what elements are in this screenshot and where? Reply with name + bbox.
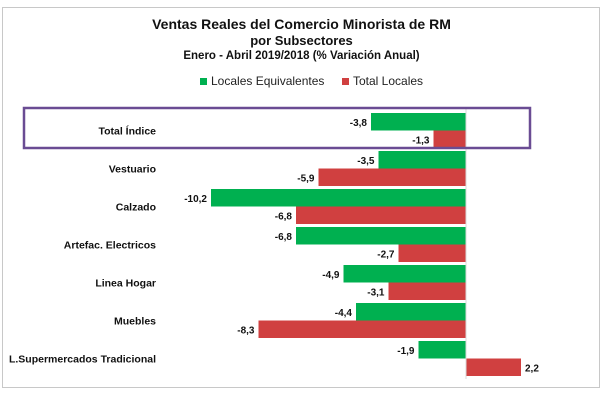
bar bbox=[418, 341, 466, 359]
legend-item-total-locales: Total Locales bbox=[342, 74, 423, 88]
data-label: -8,3 bbox=[237, 325, 255, 336]
category-label: Calzado bbox=[116, 202, 156, 214]
data-label: -4,4 bbox=[335, 308, 353, 319]
highlight-box bbox=[22, 106, 532, 150]
data-label: -1,9 bbox=[397, 346, 415, 357]
category-label: Vestuario bbox=[109, 164, 156, 176]
bar bbox=[211, 189, 466, 207]
legend-item-locales-equivalentes: Locales Equivalentes bbox=[200, 74, 324, 88]
category-label: Linea Hogar bbox=[95, 278, 156, 290]
data-label: -3,8 bbox=[350, 118, 368, 129]
bar bbox=[378, 151, 466, 169]
category-label: Muebles bbox=[114, 316, 156, 328]
data-label: -5,9 bbox=[297, 173, 315, 184]
data-label: -6,8 bbox=[275, 232, 293, 243]
bar bbox=[398, 244, 466, 262]
bar bbox=[371, 113, 466, 131]
chart-title: Ventas Reales del Comercio Minorista de … bbox=[152, 16, 451, 32]
data-label: -3,1 bbox=[367, 287, 385, 298]
category-label: Artefac. Electricos bbox=[64, 240, 156, 252]
bar bbox=[296, 227, 466, 245]
chart-frame bbox=[2, 7, 600, 388]
bar bbox=[466, 358, 521, 376]
bar bbox=[433, 130, 466, 148]
data-label: -6,8 bbox=[275, 211, 293, 222]
data-label: -4,9 bbox=[322, 270, 340, 281]
bar bbox=[388, 282, 466, 300]
data-label: 2,2 bbox=[525, 363, 539, 374]
bar bbox=[318, 168, 466, 186]
category-label: Total Índice bbox=[98, 125, 156, 138]
legend-swatch bbox=[342, 77, 349, 85]
legend-label: Total Locales bbox=[353, 74, 424, 88]
legend-label: Locales Equivalentes bbox=[211, 74, 325, 88]
data-label: -10,2 bbox=[184, 194, 207, 205]
bar bbox=[296, 206, 466, 224]
bar bbox=[356, 303, 466, 321]
data-label: -1,3 bbox=[412, 135, 430, 146]
chart-subtitle: por Subsectores bbox=[250, 33, 353, 48]
category-label: L.Supermercados Tradicional bbox=[9, 354, 156, 366]
bar bbox=[258, 320, 466, 338]
data-label: -2,7 bbox=[377, 249, 395, 260]
bar bbox=[343, 265, 466, 283]
chart-subtitle-period: Enero - Abril 2019/2018 (% Variación Anu… bbox=[183, 50, 420, 62]
data-label: -3,5 bbox=[357, 156, 375, 167]
legend-swatch bbox=[200, 77, 207, 85]
